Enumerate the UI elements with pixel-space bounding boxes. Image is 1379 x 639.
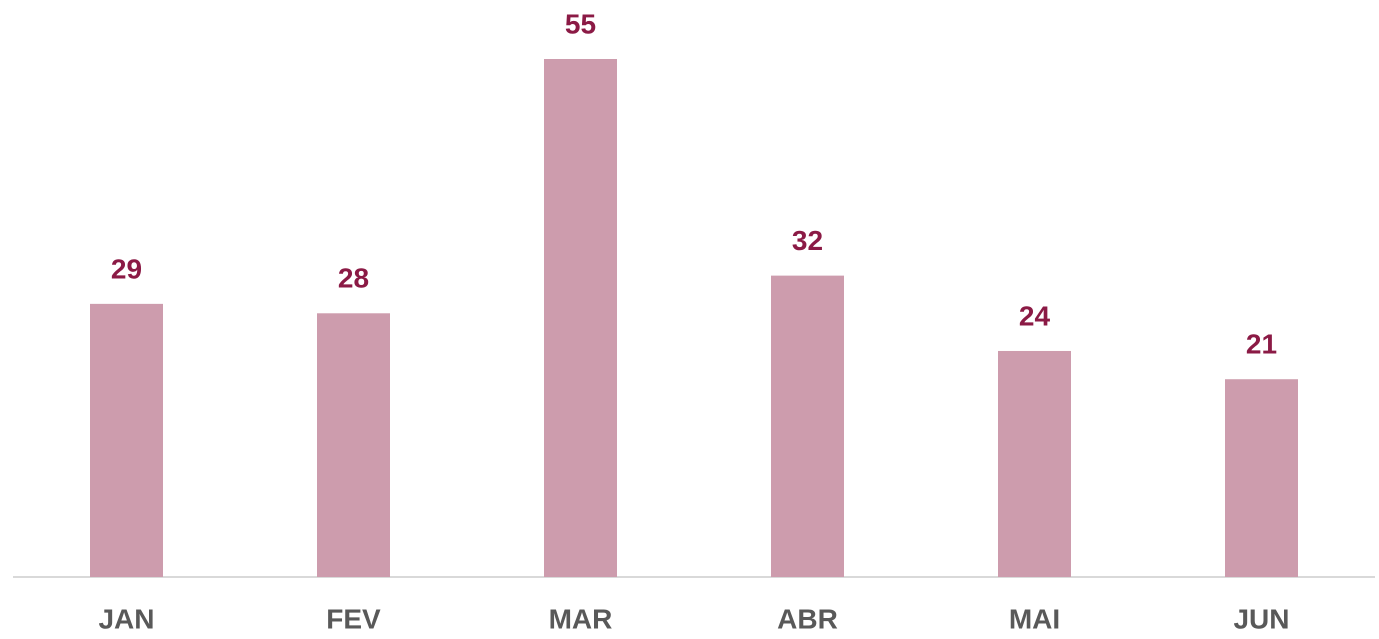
value-label: 28	[338, 263, 369, 294]
bar	[1225, 379, 1298, 577]
value-label: 32	[792, 225, 823, 256]
x-tick-label: MAR	[549, 603, 613, 634]
value-label: 24	[1019, 300, 1051, 331]
bar	[317, 313, 390, 577]
bar	[544, 59, 617, 577]
value-label: 55	[565, 8, 596, 39]
x-tick-label: MAI	[1009, 603, 1060, 634]
value-label: 29	[111, 253, 142, 284]
x-tick-label: FEV	[326, 603, 381, 634]
bar	[998, 350, 1071, 577]
bar	[90, 303, 163, 577]
x-tick-label: JAN	[98, 603, 154, 634]
bar	[771, 275, 844, 577]
x-tick-label: JUN	[1233, 603, 1289, 634]
value-label: 21	[1246, 329, 1277, 360]
x-tick-label: ABR	[777, 603, 838, 634]
